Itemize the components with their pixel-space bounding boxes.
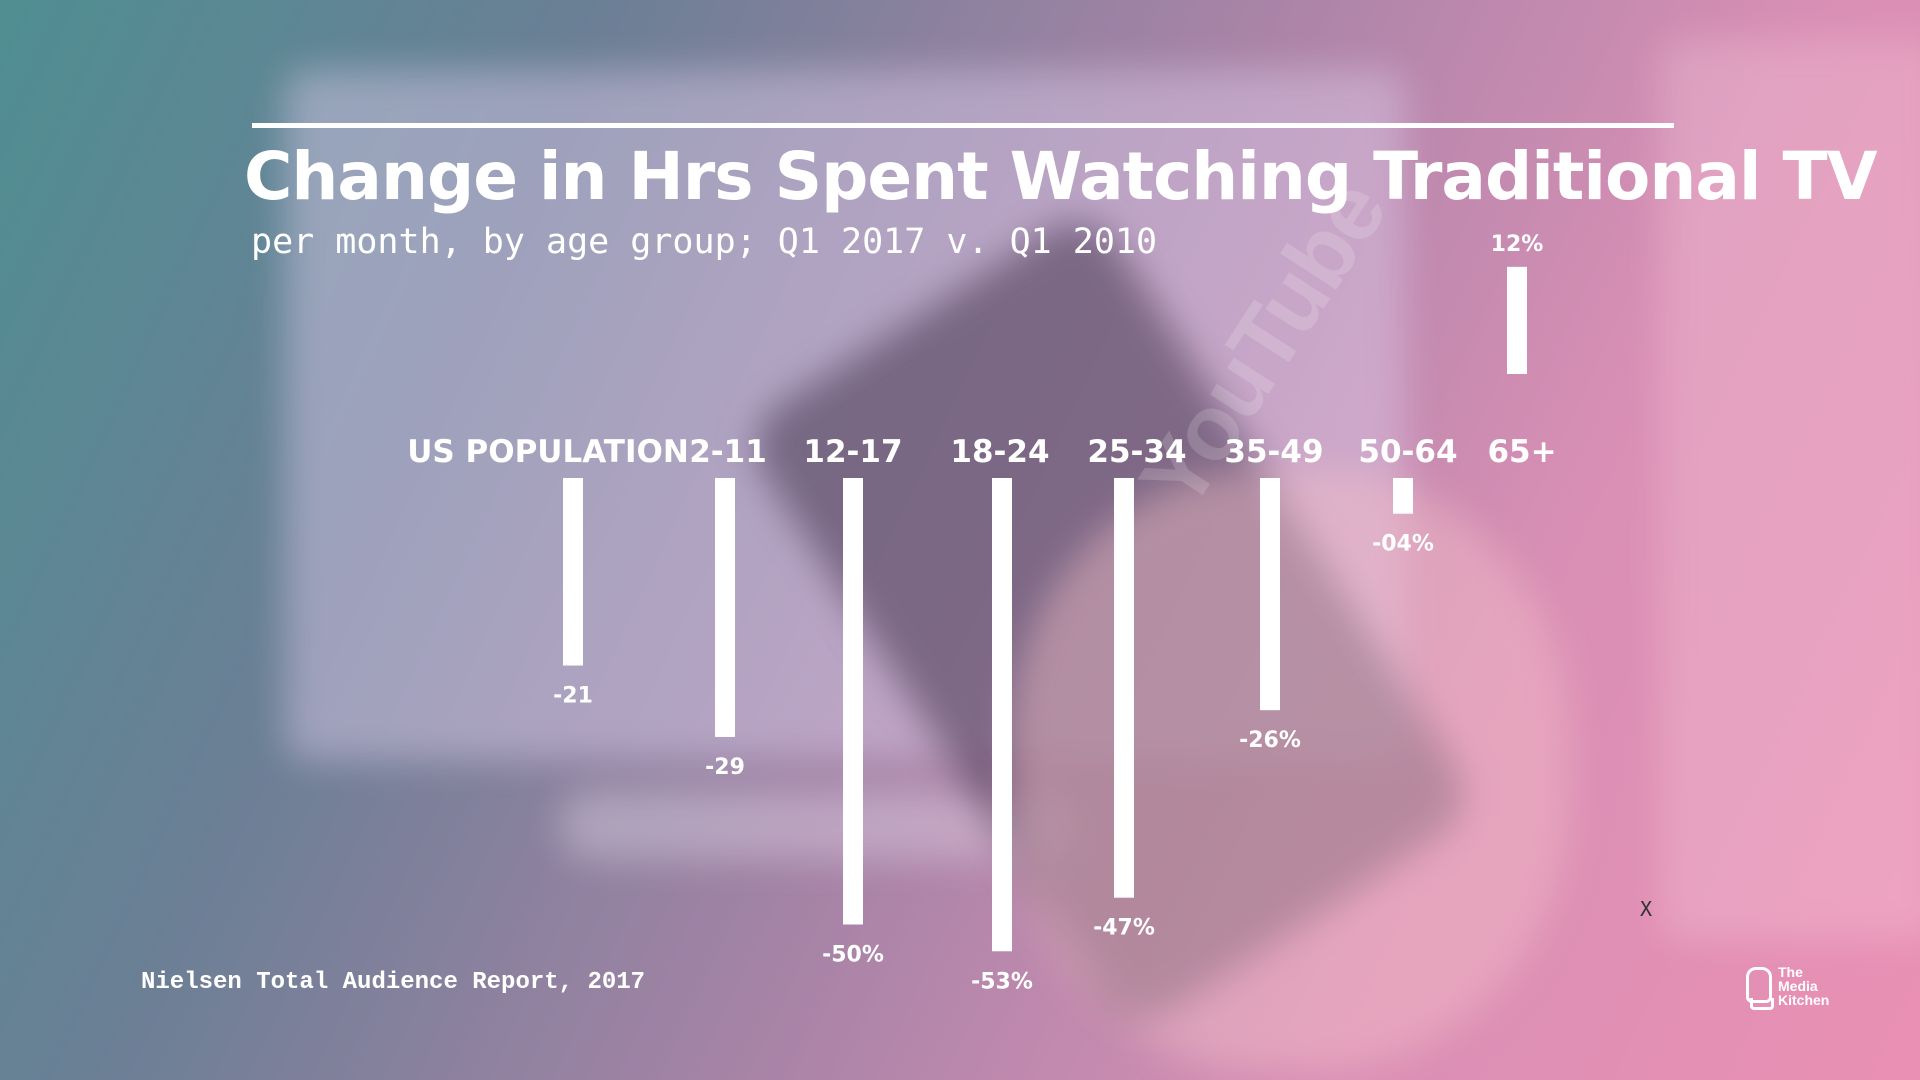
chart-subtitle: per month, by age group; Q1 2017 v. Q1 2…: [251, 222, 1158, 262]
bar: [1507, 266, 1527, 374]
category-label: 2-11: [689, 434, 767, 470]
value-label: -26%: [1239, 728, 1301, 753]
bar: [1393, 478, 1413, 514]
value-label: -47%: [1093, 916, 1155, 941]
lightbulb-icon: [1746, 967, 1772, 1003]
value-label: -29: [705, 755, 745, 780]
bar: [563, 478, 583, 666]
value-label: -50%: [822, 943, 884, 968]
logo-line-1: The: [1778, 964, 1803, 980]
bar: [1260, 478, 1280, 711]
close-icon[interactable]: X: [1640, 897, 1653, 921]
category-label: US POPULATION: [407, 434, 689, 470]
category-label: 18-24: [950, 434, 1049, 470]
bar: [992, 478, 1012, 952]
bar: [1114, 478, 1134, 898]
title-rule: [252, 123, 1674, 128]
category-label: 50-64: [1358, 434, 1457, 470]
hand-shape: [1010, 470, 1570, 1070]
logo-line-2: Media: [1778, 978, 1818, 994]
shelf-shape: [1660, 40, 1920, 940]
source-note: Nielsen Total Audience Report, 2017: [141, 969, 646, 996]
chart-title: Change in Hrs Spent Watching Traditional…: [244, 138, 1878, 215]
value-label: -53%: [971, 969, 1033, 994]
value-label: -04%: [1372, 532, 1434, 557]
logo-line-3: Kitchen: [1778, 992, 1830, 1008]
value-label: -21: [553, 684, 593, 709]
category-label: 25-34: [1087, 434, 1186, 470]
value-label: 12%: [1491, 232, 1544, 257]
category-label: 12-17: [803, 434, 902, 470]
media-kitchen-logo: The Media Kitchen: [1746, 965, 1856, 1013]
bar: [715, 478, 735, 737]
bar: [843, 478, 863, 925]
category-label: 65+: [1487, 434, 1556, 470]
lightbulb-base-icon: [1750, 998, 1774, 1010]
logo-text: The Media Kitchen: [1778, 965, 1868, 1007]
category-label: 35-49: [1224, 434, 1323, 470]
